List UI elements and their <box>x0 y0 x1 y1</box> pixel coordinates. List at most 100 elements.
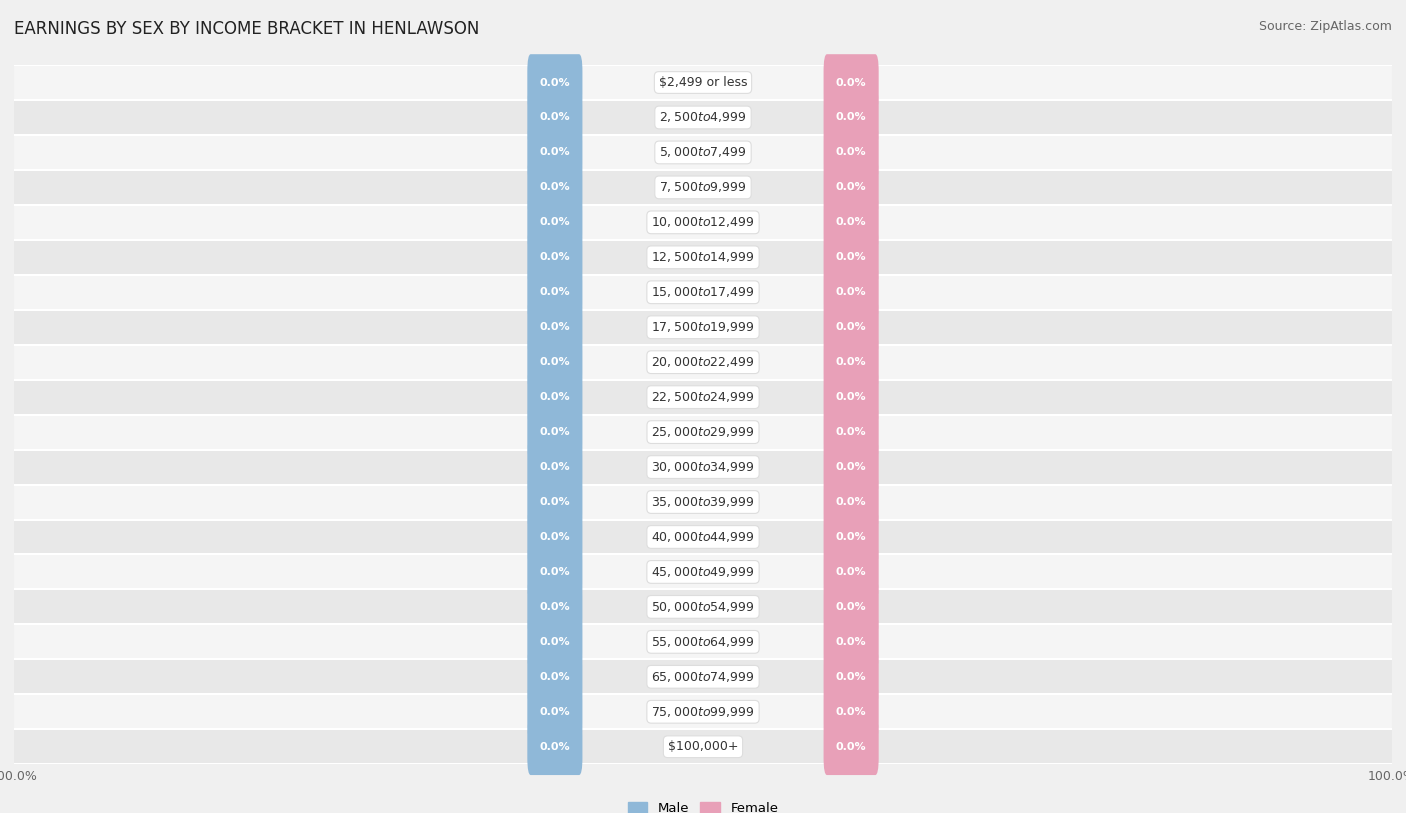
Text: 0.0%: 0.0% <box>835 357 866 367</box>
Text: $2,500 to $4,999: $2,500 to $4,999 <box>659 111 747 124</box>
FancyBboxPatch shape <box>527 404 582 460</box>
FancyBboxPatch shape <box>824 159 879 215</box>
Text: 0.0%: 0.0% <box>540 322 571 333</box>
FancyBboxPatch shape <box>14 310 1392 345</box>
FancyBboxPatch shape <box>14 345 1392 380</box>
Text: $25,000 to $29,999: $25,000 to $29,999 <box>651 425 755 439</box>
Text: 0.0%: 0.0% <box>540 462 571 472</box>
Text: 0.0%: 0.0% <box>540 392 571 402</box>
FancyBboxPatch shape <box>14 694 1392 729</box>
FancyBboxPatch shape <box>527 684 582 740</box>
Text: 0.0%: 0.0% <box>835 392 866 402</box>
Text: $40,000 to $44,999: $40,000 to $44,999 <box>651 530 755 544</box>
FancyBboxPatch shape <box>824 334 879 390</box>
FancyBboxPatch shape <box>527 614 582 670</box>
FancyBboxPatch shape <box>527 264 582 320</box>
Text: 0.0%: 0.0% <box>540 112 571 123</box>
Text: $50,000 to $54,999: $50,000 to $54,999 <box>651 600 755 614</box>
Text: 0.0%: 0.0% <box>540 672 571 682</box>
FancyBboxPatch shape <box>824 369 879 425</box>
FancyBboxPatch shape <box>527 229 582 285</box>
Text: 0.0%: 0.0% <box>835 672 866 682</box>
FancyBboxPatch shape <box>527 54 582 111</box>
Text: 0.0%: 0.0% <box>835 602 866 612</box>
FancyBboxPatch shape <box>527 474 582 530</box>
Text: 0.0%: 0.0% <box>540 532 571 542</box>
Text: $17,500 to $19,999: $17,500 to $19,999 <box>651 320 755 334</box>
FancyBboxPatch shape <box>527 544 582 600</box>
FancyBboxPatch shape <box>824 474 879 530</box>
Text: 0.0%: 0.0% <box>835 637 866 647</box>
FancyBboxPatch shape <box>527 649 582 705</box>
FancyBboxPatch shape <box>14 485 1392 520</box>
FancyBboxPatch shape <box>824 89 879 146</box>
FancyBboxPatch shape <box>527 194 582 250</box>
FancyBboxPatch shape <box>14 589 1392 624</box>
FancyBboxPatch shape <box>824 404 879 460</box>
Text: 0.0%: 0.0% <box>835 287 866 298</box>
FancyBboxPatch shape <box>527 124 582 180</box>
FancyBboxPatch shape <box>824 614 879 670</box>
Text: 0.0%: 0.0% <box>835 567 866 577</box>
Text: 0.0%: 0.0% <box>540 567 571 577</box>
FancyBboxPatch shape <box>14 170 1392 205</box>
FancyBboxPatch shape <box>527 334 582 390</box>
FancyBboxPatch shape <box>14 450 1392 485</box>
FancyBboxPatch shape <box>824 509 879 565</box>
Text: $5,000 to $7,499: $5,000 to $7,499 <box>659 146 747 159</box>
Text: $30,000 to $34,999: $30,000 to $34,999 <box>651 460 755 474</box>
Text: $65,000 to $74,999: $65,000 to $74,999 <box>651 670 755 684</box>
Text: 0.0%: 0.0% <box>835 532 866 542</box>
FancyBboxPatch shape <box>527 159 582 215</box>
Text: $35,000 to $39,999: $35,000 to $39,999 <box>651 495 755 509</box>
FancyBboxPatch shape <box>527 89 582 146</box>
FancyBboxPatch shape <box>527 579 582 635</box>
Text: $12,500 to $14,999: $12,500 to $14,999 <box>651 250 755 264</box>
FancyBboxPatch shape <box>824 194 879 250</box>
FancyBboxPatch shape <box>527 299 582 355</box>
Text: 0.0%: 0.0% <box>540 252 571 263</box>
Text: $55,000 to $64,999: $55,000 to $64,999 <box>651 635 755 649</box>
FancyBboxPatch shape <box>824 579 879 635</box>
FancyBboxPatch shape <box>824 439 879 495</box>
Text: 0.0%: 0.0% <box>835 706 866 717</box>
Text: 0.0%: 0.0% <box>835 217 866 228</box>
Text: 0.0%: 0.0% <box>540 217 571 228</box>
Text: 0.0%: 0.0% <box>540 77 571 88</box>
Text: 0.0%: 0.0% <box>540 602 571 612</box>
Text: $2,499 or less: $2,499 or less <box>659 76 747 89</box>
FancyBboxPatch shape <box>527 719 582 775</box>
FancyBboxPatch shape <box>14 729 1392 764</box>
FancyBboxPatch shape <box>14 65 1392 100</box>
Text: 0.0%: 0.0% <box>540 357 571 367</box>
Text: 0.0%: 0.0% <box>540 741 571 752</box>
Text: $45,000 to $49,999: $45,000 to $49,999 <box>651 565 755 579</box>
FancyBboxPatch shape <box>14 380 1392 415</box>
Text: 0.0%: 0.0% <box>540 287 571 298</box>
FancyBboxPatch shape <box>824 54 879 111</box>
Text: $7,500 to $9,999: $7,500 to $9,999 <box>659 180 747 194</box>
FancyBboxPatch shape <box>14 659 1392 694</box>
Text: 0.0%: 0.0% <box>540 706 571 717</box>
Text: 0.0%: 0.0% <box>835 741 866 752</box>
Text: 0.0%: 0.0% <box>835 147 866 158</box>
Text: 0.0%: 0.0% <box>835 182 866 193</box>
Text: Source: ZipAtlas.com: Source: ZipAtlas.com <box>1258 20 1392 33</box>
FancyBboxPatch shape <box>527 439 582 495</box>
Text: 0.0%: 0.0% <box>835 77 866 88</box>
FancyBboxPatch shape <box>14 100 1392 135</box>
FancyBboxPatch shape <box>14 275 1392 310</box>
FancyBboxPatch shape <box>824 649 879 705</box>
FancyBboxPatch shape <box>824 229 879 285</box>
Text: EARNINGS BY SEX BY INCOME BRACKET IN HENLAWSON: EARNINGS BY SEX BY INCOME BRACKET IN HEN… <box>14 20 479 38</box>
Text: $75,000 to $99,999: $75,000 to $99,999 <box>651 705 755 719</box>
FancyBboxPatch shape <box>14 415 1392 450</box>
Text: 0.0%: 0.0% <box>540 427 571 437</box>
FancyBboxPatch shape <box>14 624 1392 659</box>
Text: 0.0%: 0.0% <box>835 322 866 333</box>
Text: 0.0%: 0.0% <box>540 497 571 507</box>
Text: $100,000+: $100,000+ <box>668 741 738 753</box>
FancyBboxPatch shape <box>14 135 1392 170</box>
Text: 0.0%: 0.0% <box>835 497 866 507</box>
FancyBboxPatch shape <box>824 684 879 740</box>
